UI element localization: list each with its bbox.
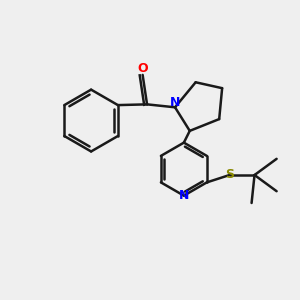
- Text: S: S: [226, 168, 235, 181]
- Text: N: N: [170, 96, 180, 109]
- Text: N: N: [179, 189, 189, 202]
- Text: O: O: [137, 62, 148, 75]
